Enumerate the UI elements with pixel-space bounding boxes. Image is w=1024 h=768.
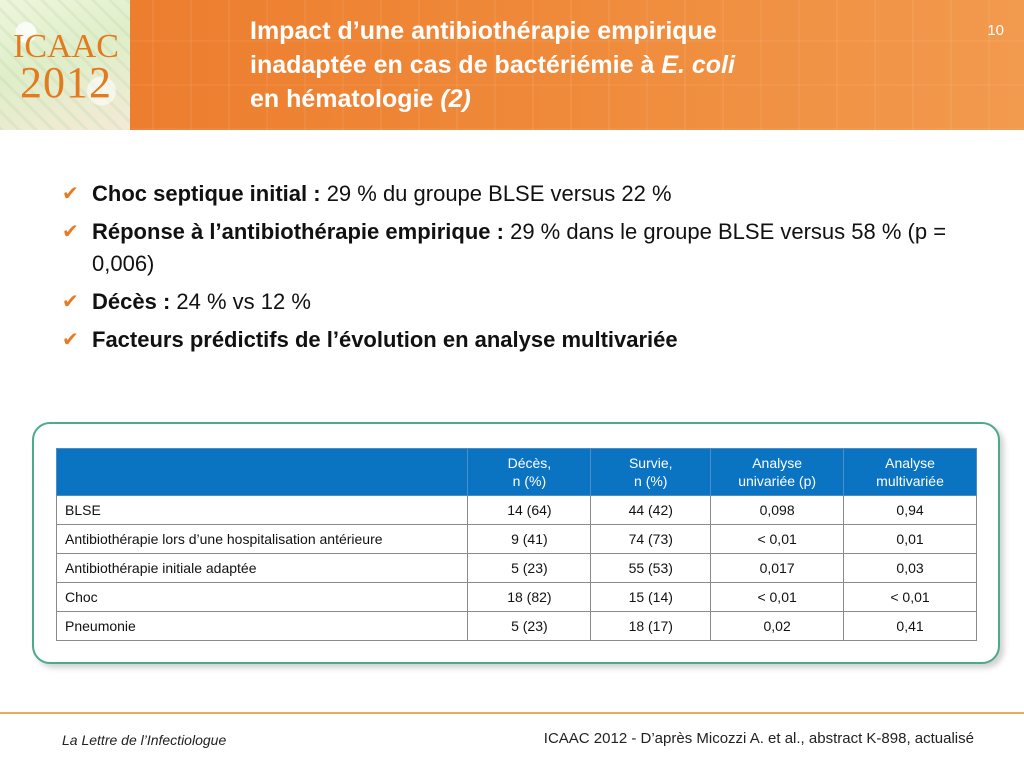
check-icon: ✔	[62, 221, 79, 243]
table-cell: 74 (73)	[590, 524, 712, 554]
header-cell-empty	[55, 448, 469, 496]
row-label: Antibiothérapie lors d’une hospitalisati…	[55, 524, 469, 554]
header-line: n (%)	[634, 473, 668, 489]
table-cell: 5 (23)	[467, 553, 592, 583]
title-line-2: inadaptée en cas de bactériémie à E. col…	[250, 48, 940, 82]
bullet-bold: Choc septique initial :	[92, 181, 327, 206]
bullet-bold: Décès :	[92, 289, 177, 314]
table-cell: < 0,01	[710, 582, 845, 612]
table-row: BLSE 14 (64) 44 (42) 0,098 0,94	[55, 495, 977, 525]
table-row: Antibiothérapie lors d’une hospitalisati…	[55, 524, 977, 554]
footer-publication: La Lettre de l’Infectiologue	[62, 732, 227, 748]
table-header-row: Décès, n (%) Survie, n (%) Analyse univarié…	[55, 448, 977, 496]
check-icon: ✔	[62, 183, 79, 205]
table-cell: 18 (82)	[467, 582, 592, 612]
table-row: Pneumonie 5 (23) 18 (17) 0,02 0,41	[55, 611, 977, 641]
check-icon: ✔	[62, 329, 79, 351]
logo-text-year: 2012	[20, 58, 112, 107]
title-line-3-italic: (2)	[440, 85, 471, 113]
header-line: Décès,	[507, 455, 552, 471]
table-cell: 44 (42)	[590, 495, 712, 525]
title-line-3-text: en hématologie	[250, 85, 441, 113]
slide-title: Impact d’une antibiothérapie empirique i…	[250, 14, 940, 116]
bullet-list: ✔ Choc septique initial : 29 % du groupe…	[62, 178, 962, 362]
table-cell: 18 (17)	[590, 611, 712, 641]
table-cell: 0,017	[710, 553, 845, 583]
bullet-bold: Facteurs prédictifs de l’évolution en an…	[92, 327, 678, 352]
header-line: n (%)	[512, 473, 547, 489]
table-cell: < 0,01	[843, 582, 977, 612]
icaac-logo: ICAAC 2012	[0, 0, 130, 130]
bullet-text: 29 % du groupe BLSE versus 22 %	[326, 181, 672, 206]
bullet-bold: Réponse à l’antibiothérapie empirique :	[92, 219, 511, 244]
slide-number: 10	[987, 22, 1004, 39]
table-cell: < 0,01	[710, 524, 845, 554]
bullet-item: ✔ Décès : 24 % vs 12 %	[62, 286, 962, 318]
table-cell: 14 (64)	[467, 495, 592, 525]
table-cell: 15 (14)	[590, 582, 712, 612]
bullet-text: 24 % vs 12 %	[176, 289, 311, 314]
slide-header: ICAAC 2012 Impact d’une antibiothérapie …	[0, 0, 1024, 130]
title-line-1: Impact d’une antibiothérapie empirique	[250, 17, 717, 45]
results-table: Décès, n (%) Survie, n (%) Analyse univarié…	[55, 448, 977, 641]
header-line: Survie,	[628, 455, 673, 471]
table-cell: 0,94	[843, 495, 977, 525]
table-cell: 0,02	[710, 611, 845, 641]
table-cell: 55 (53)	[590, 553, 712, 583]
header-line: univariée (p)	[738, 473, 817, 489]
title-line-3: en hématologie (2)	[250, 82, 940, 116]
table-cell: 5 (23)	[467, 611, 592, 641]
bullet-text: 29 % dans le groupe BLSE versus 58 % (p …	[92, 219, 947, 276]
title-line-2-text: inadaptée en cas de bactériémie à	[250, 51, 662, 79]
bullet-item: ✔ Choc septique initial : 29 % du groupe…	[62, 178, 962, 210]
header-line: Analyse	[885, 455, 935, 471]
row-label: Choc	[55, 582, 469, 612]
row-label: Pneumonie	[55, 611, 469, 641]
bullet-item: ✔ Facteurs prédictifs de l’évolution en …	[62, 324, 962, 356]
table-cell: 0,098	[710, 495, 845, 525]
check-icon: ✔	[62, 291, 79, 313]
header-line: multivariée	[876, 473, 944, 489]
row-label: BLSE	[55, 495, 469, 525]
bullet-item: ✔ Réponse à l’antibiothérapie empirique …	[62, 216, 962, 280]
table-cell: 0,01	[843, 524, 977, 554]
table-cell: 0,03	[843, 553, 977, 583]
footer-source: ICAAC 2012 - D’après Micozzi A. et al., …	[543, 730, 974, 747]
table-cell: 0,41	[843, 611, 977, 641]
header-line: Analyse	[752, 455, 803, 471]
row-label: Antibiothérapie initiale adaptée	[55, 553, 469, 583]
footer-divider	[0, 712, 1024, 714]
table-row: Choc 18 (82) 15 (14) < 0,01 < 0,01	[55, 582, 977, 612]
header-cell-deces: Décès, n (%)	[467, 448, 592, 496]
header-cell-univariee: Analyse univariée (p)	[710, 448, 845, 496]
title-line-2-italic: E. coli	[661, 51, 735, 79]
header-cell-multivariee: Analyse multivariée	[843, 448, 977, 496]
table-row: Antibiothérapie initiale adaptée 5 (23) …	[55, 553, 977, 583]
table-cell: 9 (41)	[467, 524, 592, 554]
logo-text-icaac: ICAAC	[13, 28, 119, 65]
header-cell-survie: Survie, n (%)	[590, 448, 712, 496]
